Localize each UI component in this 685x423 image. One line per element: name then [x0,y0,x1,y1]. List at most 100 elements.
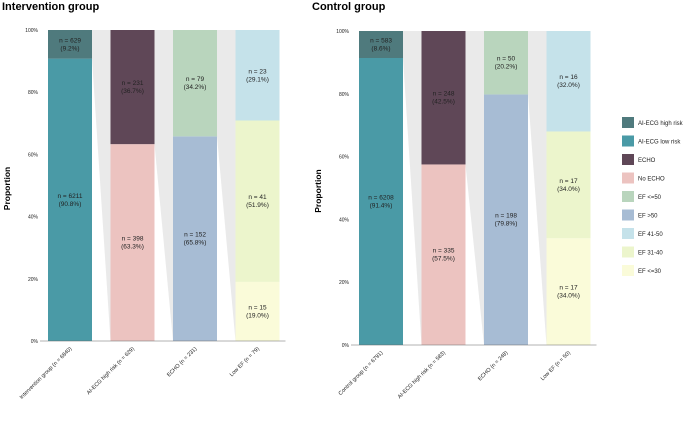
bar-segment [48,30,92,59]
legend-label: No ECHO [638,177,665,183]
data-label: n = 335 [433,248,455,255]
data-label: (91.4%) [370,203,393,210]
bar-segment [421,31,466,165]
legend-swatch [622,117,634,128]
bar-segment [421,164,466,345]
data-label: (32.0%) [557,82,580,89]
data-label: n = 6208 [368,195,394,202]
legend-label: EF >50 [638,214,658,220]
data-label: n = 198 [495,213,517,220]
legend-swatch [622,265,634,276]
x-category-label: Low EF (n = 79) [229,346,261,378]
y-tick-label: 100% [25,28,38,34]
legend-label: ECHO [638,158,656,164]
bar-segment [235,281,280,341]
data-label: n = 583 [370,38,392,45]
data-label: n = 17 [559,285,578,292]
bar-segment [546,131,591,239]
y-tick-label: 80% [339,92,350,98]
y-tick-label: 80% [28,90,39,96]
panel-title: Intervention group [2,1,99,13]
data-label: (9.2%) [60,45,79,52]
data-label: n = 152 [184,232,206,239]
data-label: (34.0%) [557,293,580,300]
y-tick-label: 40% [28,215,39,221]
legend-label: EF 41-50 [638,232,663,238]
bar-segment [110,144,155,341]
bar-segment [48,58,92,341]
legend-label: EF <=30 [638,269,662,275]
data-label: (36.7%) [121,88,144,95]
connector-band [403,31,422,345]
y-tick-label: 20% [339,280,350,286]
connector-band [217,30,236,341]
legend-label: AI-ECG low risk [638,140,681,146]
legend-swatch [622,209,634,221]
bar-segment [484,31,528,95]
y-tick-label: 20% [28,277,39,283]
legend-swatch [622,135,634,147]
connector-band [528,31,547,345]
data-label: n = 50 [497,56,516,63]
bar-segment [235,120,280,282]
connector-band [92,30,111,341]
data-label: (63.3%) [121,244,144,251]
data-label: (79.8%) [495,221,518,228]
legend-swatch [622,154,634,165]
data-label: (29.1%) [246,76,269,83]
legend-label: AI-ECG high risk [638,121,684,127]
data-label: (34.0%) [557,186,580,193]
data-label: n = 6211 [57,193,82,200]
legend-swatch [622,246,634,258]
x-category-label: ECHO (n = 231) [166,346,198,378]
legend-swatch [622,191,634,202]
bar-segment [235,30,280,121]
bar-segment [484,94,528,345]
bar-segment [546,238,591,345]
data-label: n = 629 [59,37,81,44]
legend-swatch [622,228,634,239]
data-label: n = 17 [559,178,578,185]
y-tick-label: 60% [28,152,39,158]
bar-segment [173,30,217,137]
y-tick-label: 0% [31,339,39,345]
data-label: n = 248 [433,91,455,98]
x-category-label: AI-ECG high risk (n = 629) [86,346,136,396]
legend-label: EF 31-40 [638,251,663,257]
data-label: (90.8%) [59,201,82,208]
y-axis-title: Proportion [313,169,323,212]
legend-swatch [622,172,634,184]
data-label: (20.2%) [495,64,518,71]
data-label: (8.6%) [371,46,390,53]
bar-segment [359,31,403,59]
bar-segment [173,136,217,341]
data-label: (19.0%) [246,312,269,319]
data-label: (51.9%) [246,202,269,209]
x-category-label: ECHO (n = 248) [477,350,509,382]
legend-label: EF <=50 [638,195,662,201]
data-label: (65.8%) [184,240,207,247]
chart-panel-2: Control group Proportion 0% 20% 40% 60% 80% 100… [312,1,597,400]
data-label: (57.5%) [432,256,455,263]
data-label: n = 231 [122,80,144,87]
data-label: n = 398 [122,236,144,243]
y-tick-label: 100% [336,29,349,35]
bar-segment [546,31,591,132]
data-label: n = 16 [559,74,578,81]
legend: AI-ECG high risk AI-ECG low risk ECHO No EC… [622,117,684,276]
data-label: (42.5%) [432,99,455,106]
data-label: n = 15 [248,304,267,311]
x-category-label: Low EF (n = 50) [540,350,572,382]
x-category-label: Control group (n = 6791) [338,350,385,397]
data-label: n = 41 [248,194,267,201]
y-axis-title: Proportion [2,167,12,210]
y-tick-label: 60% [339,155,350,161]
x-category-label: Intervention group (n = 6840) [19,346,74,401]
bar-segment [110,30,155,145]
connector-band [154,30,173,341]
data-label: n = 79 [186,76,205,83]
data-label: (34.2%) [184,84,207,91]
connector-band [465,31,484,345]
